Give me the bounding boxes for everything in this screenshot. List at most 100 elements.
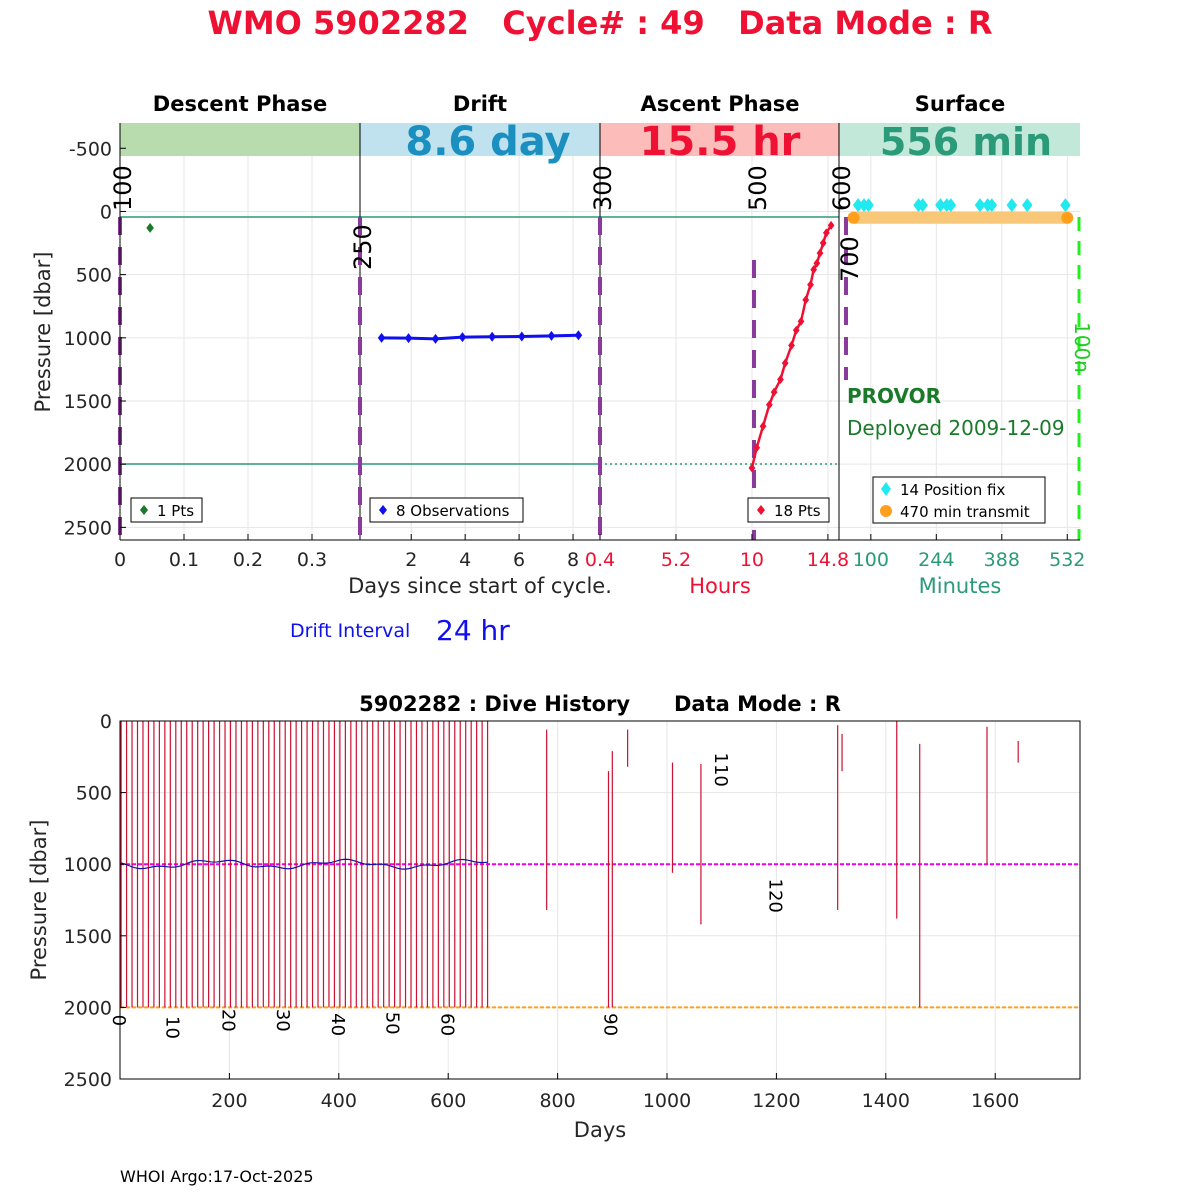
cycle-number-label: 20 [217,1009,238,1032]
cycle-marker-label: 100 [109,165,137,211]
ascent-point [765,400,773,410]
drift-series [377,330,583,344]
footer-credit: WHOI Argo:17-Oct-2025 [120,1167,314,1186]
y-tick-label: 500 [76,265,112,287]
legend-marker [880,505,892,517]
x-tick-label: 1200 [752,1090,800,1112]
descent-legend: 1 Pts [130,497,203,523]
dive-cycle-labels: 0 10 20 30 40 50 60 90 110 120 [108,753,785,1039]
x-tick-label: 6 [513,549,525,571]
transmit-start-point [847,211,860,224]
top-y-axis-label: Pressure [dbar] [31,252,55,413]
x-tick-label: 1000 [643,1090,691,1112]
position-fix-point [917,198,928,213]
cycle-marker-label: 500 [744,165,772,211]
position-fix-point [935,198,946,213]
drift-point [518,331,526,342]
drift-point [404,333,413,344]
cycle-number-label: 40 [327,1013,348,1036]
ascent-point [807,280,814,290]
x-tick-label: 200 [211,1090,247,1112]
ascent-duration: 15.5 hr [640,119,801,165]
x-tick-label: 1400 [862,1090,910,1112]
y-tick-label: 2500 [64,517,112,539]
cycle-number-label: 50 [382,1012,403,1035]
figure-title: WMO 5902282 Cycle# : 49 Data Mode : R [208,4,993,42]
x-tick-label: 100 [853,549,889,571]
cycle-marker-label: 700 [836,236,864,282]
cycle-number-label: 10 [162,1016,183,1039]
ascent-point [819,238,827,248]
x-tick-label: 388 [984,549,1020,571]
dive-history-panel: 5902282 : Dive History Data Mode : R 0 10… [27,692,1081,1142]
drift-duration: 8.6 day [405,119,570,165]
cycle-number-label: 60 [436,1013,457,1036]
dive-x-ticks: 200 400 600 800 1000 1200 1400 1600 [211,1073,1019,1112]
position-fix-point [1006,198,1018,213]
ascent-legend: 18 Pts [747,497,830,523]
position-fix-point [945,198,957,213]
dive-profiles [120,721,1019,1008]
x-tick-label: 2 [405,549,417,571]
x-tick-label: 8 [567,549,579,571]
x-tick-label: 0.3 [297,549,327,571]
descent-points [146,222,154,233]
ascent-title: Ascent Phase [641,92,800,116]
descent-point [146,222,154,233]
minutes-axis-label: Minutes [919,574,1002,598]
y-tick-label: -500 [69,138,112,160]
surface-duration: 556 min [880,120,1052,164]
cycle-number-label: 120 [765,879,786,913]
y-tick-label: 1000 [64,854,112,876]
x-tick-label: 1600 [971,1090,1019,1112]
y-tick-label: 1500 [64,391,112,413]
x-tick-label: 5.2 [661,549,691,571]
dive-y-axis-label: Pressure [dbar] [27,820,51,981]
drift-interval-value: 24 hr [436,614,510,647]
legend-marker [379,505,387,515]
dive-axes-frame [119,720,1081,1080]
cycle-marker-label: 250 [349,224,377,270]
dive-drift-trace [120,858,488,870]
drift-legend: 8 Observations [369,497,524,523]
cycle-number-label: 90 [599,1013,620,1036]
drift-trace [120,858,488,870]
drift-point [488,331,496,342]
position-fix-point [863,198,874,213]
y-tick-label: 2000 [64,997,112,1019]
surface-banner-bar [839,123,1080,156]
ascent-point [753,443,761,453]
x-tick-label: 0.2 [233,549,263,571]
y-tick-label: 500 [76,783,112,805]
position-fix-point [1060,198,1071,213]
drift-point [431,333,440,344]
ascent-point [797,316,805,326]
cycle-marker-label: 100n [1070,322,1094,373]
top-y-ticks: -500 0 500 1000 1500 2000 2500 [64,138,126,539]
position-fix-point [1022,198,1033,213]
drift-point [547,330,556,341]
x-tick-label: 14.8 [807,549,849,571]
descent-legend-label: 1 Pts [157,502,194,520]
dive-history-title: 5902282 : Dive History Data Mode : R [359,692,841,716]
ascent-point [802,295,810,305]
ascent-point [748,463,756,473]
dive-x-axis-label: Days [574,1118,626,1142]
ascent-banner-bar [600,123,839,156]
drift-point [574,330,583,341]
y-tick-label: 2500 [64,1069,112,1091]
descent-title: Descent Phase [153,92,327,116]
legend-marker [757,505,765,515]
float-model: PROVOR [847,384,941,408]
x-tick-label: 0.4 [585,549,615,571]
ascent-series [748,220,835,473]
x-tick-label: 600 [430,1090,466,1112]
x-tick-label: 4 [459,549,471,571]
ascent-legend-label: 18 Pts [774,502,821,520]
x-tick-label: 0 [114,549,126,571]
legend-marker [140,505,148,515]
legend-marker [881,482,891,496]
days-axis-label: Days since start of cycle. [348,574,612,598]
ascent-point [816,248,824,258]
